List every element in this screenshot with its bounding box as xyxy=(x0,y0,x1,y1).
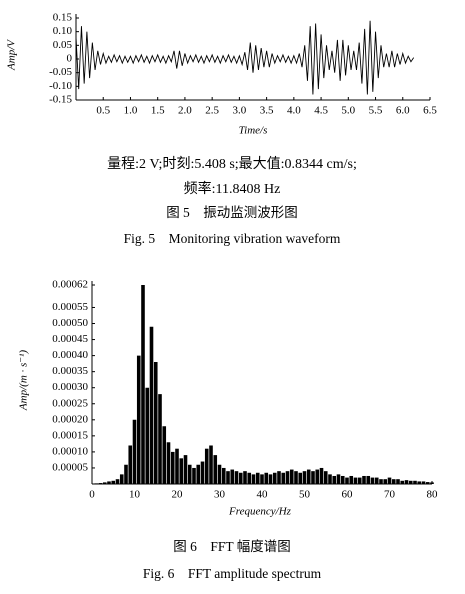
y-tick-label: 0.00035 xyxy=(52,365,88,377)
y-tick-label: 0.00030 xyxy=(52,381,88,393)
caption: 图 6 FFT 幅度谱图 xyxy=(173,539,291,554)
y-tick-label: 0.00020 xyxy=(52,413,88,425)
y-tick-label: 0.15 xyxy=(53,12,73,24)
y-tick-label: 0.00040 xyxy=(52,349,88,361)
y-tick-label: 0.00050 xyxy=(52,317,88,329)
caption: 图 5 振动监测波形图 xyxy=(166,205,298,220)
y-tick-label: 0.00010 xyxy=(52,445,88,457)
y-tick-label: 0 xyxy=(67,53,73,65)
x-tick-label: 2.5 xyxy=(205,105,219,117)
x-tick-label: 60 xyxy=(342,489,354,501)
x-tick-label: 4.5 xyxy=(314,105,328,117)
x-tick-label: 3.0 xyxy=(233,105,247,117)
x-tick-label: 70 xyxy=(384,489,396,501)
x-axis-label: Frequency/Hz xyxy=(228,506,292,518)
x-tick-label: 5.0 xyxy=(341,105,355,117)
y-tick-label: 0.00005 xyxy=(52,461,88,473)
x-tick-label: 2.0 xyxy=(178,105,192,117)
y-tick-label: -0.05 xyxy=(49,66,72,78)
note: 量程:2 V;时刻:5.408 s;最大值:0.8344 cm/s; xyxy=(107,156,357,172)
y-tick-label: -0.15 xyxy=(49,94,72,106)
x-tick-label: 1.5 xyxy=(151,105,165,117)
x-tick-label: 0.5 xyxy=(96,105,110,117)
y-tick-label: 0.00025 xyxy=(52,397,88,409)
caption: Fig. 5 Monitoring vibration waveform xyxy=(124,231,341,246)
x-tick-label: 10 xyxy=(129,489,141,501)
x-axis-label: Time/s xyxy=(239,125,268,137)
y-tick-label: 0.00015 xyxy=(52,429,88,441)
y-tick-label: 0.00062 xyxy=(52,279,88,291)
y-tick-label: 0.00045 xyxy=(52,333,88,345)
x-tick-label: 3.5 xyxy=(260,105,274,117)
y-tick-label: 0.00055 xyxy=(52,301,88,313)
x-tick-label: 40 xyxy=(257,489,269,501)
x-tick-label: 5.5 xyxy=(369,105,383,117)
y-axis-label: Amp/V xyxy=(6,39,18,71)
x-tick-label: 30 xyxy=(214,489,226,501)
x-tick-label: 6.5 xyxy=(423,105,437,117)
y-tick-label: 0.05 xyxy=(53,39,73,51)
caption: Fig. 6 FFT amplitude spectrum xyxy=(143,566,322,581)
x-tick-label: 6.0 xyxy=(396,105,410,117)
note: 频率:11.8408 Hz xyxy=(184,180,281,197)
x-tick-label: 50 xyxy=(299,489,311,501)
y-tick-label: 0.10 xyxy=(53,25,73,37)
x-tick-label: 4.0 xyxy=(287,105,301,117)
x-tick-label: 1.0 xyxy=(124,105,138,117)
waveform xyxy=(75,20,415,95)
x-tick-label: 0 xyxy=(89,489,95,501)
x-tick-label: 20 xyxy=(172,489,184,501)
y-tick-label: -0.10 xyxy=(49,80,72,92)
x-tick-label: 80 xyxy=(427,489,439,501)
y-axis-label: Amp/(m · s⁻¹) xyxy=(18,350,30,411)
